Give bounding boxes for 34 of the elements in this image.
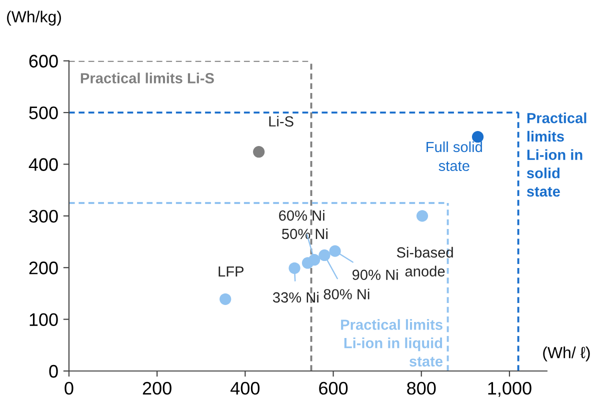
y-axis-title: (Wh/kg) (7, 10, 61, 26)
ref-line-label: Practical limits Li-S (80, 72, 214, 84)
point (288, 262, 300, 274)
y-tick-label: 300 (29, 210, 58, 223)
point (308, 254, 320, 266)
annotation: Si-based anode (396, 246, 453, 277)
point (416, 210, 428, 222)
y-tick-label: 100 (30, 313, 58, 326)
x-tick-label: 1,000 (488, 382, 532, 397)
annotation: 80% Ni (324, 288, 370, 300)
ref-line-label: Practical limits Li-ion in solid state (526, 112, 586, 197)
x-tick-label: 200 (142, 382, 172, 395)
annotation: Full solid state (426, 141, 482, 172)
y-tick-label: 400 (28, 158, 58, 171)
annotation: 60% Ni (279, 210, 324, 221)
annotation: 50% Ni (282, 228, 328, 240)
annotation: 90% Ni (352, 269, 398, 280)
ref-line-label: Practical limits Li-ion in liquid state (341, 319, 443, 367)
x-tick-label: 600 (319, 382, 348, 395)
point (220, 293, 232, 305)
x-axis-title: (Wh/ ℓ) (543, 346, 590, 362)
x-tick-label: 800 (407, 382, 436, 395)
y-tick-label: 0 (49, 364, 58, 378)
point (329, 245, 341, 257)
point (318, 249, 330, 262)
annotation: 33% Ni (272, 292, 318, 303)
y-tick-label: 200 (29, 262, 58, 274)
annotation: Li-S (269, 116, 294, 127)
x-tick-label: 0 (64, 382, 74, 395)
y-tick-label: 600 (29, 54, 58, 68)
annotation: LFP (218, 266, 244, 277)
y-tick-label: 500 (29, 106, 58, 120)
x-tick-label: 400 (230, 382, 260, 395)
point (253, 146, 265, 158)
